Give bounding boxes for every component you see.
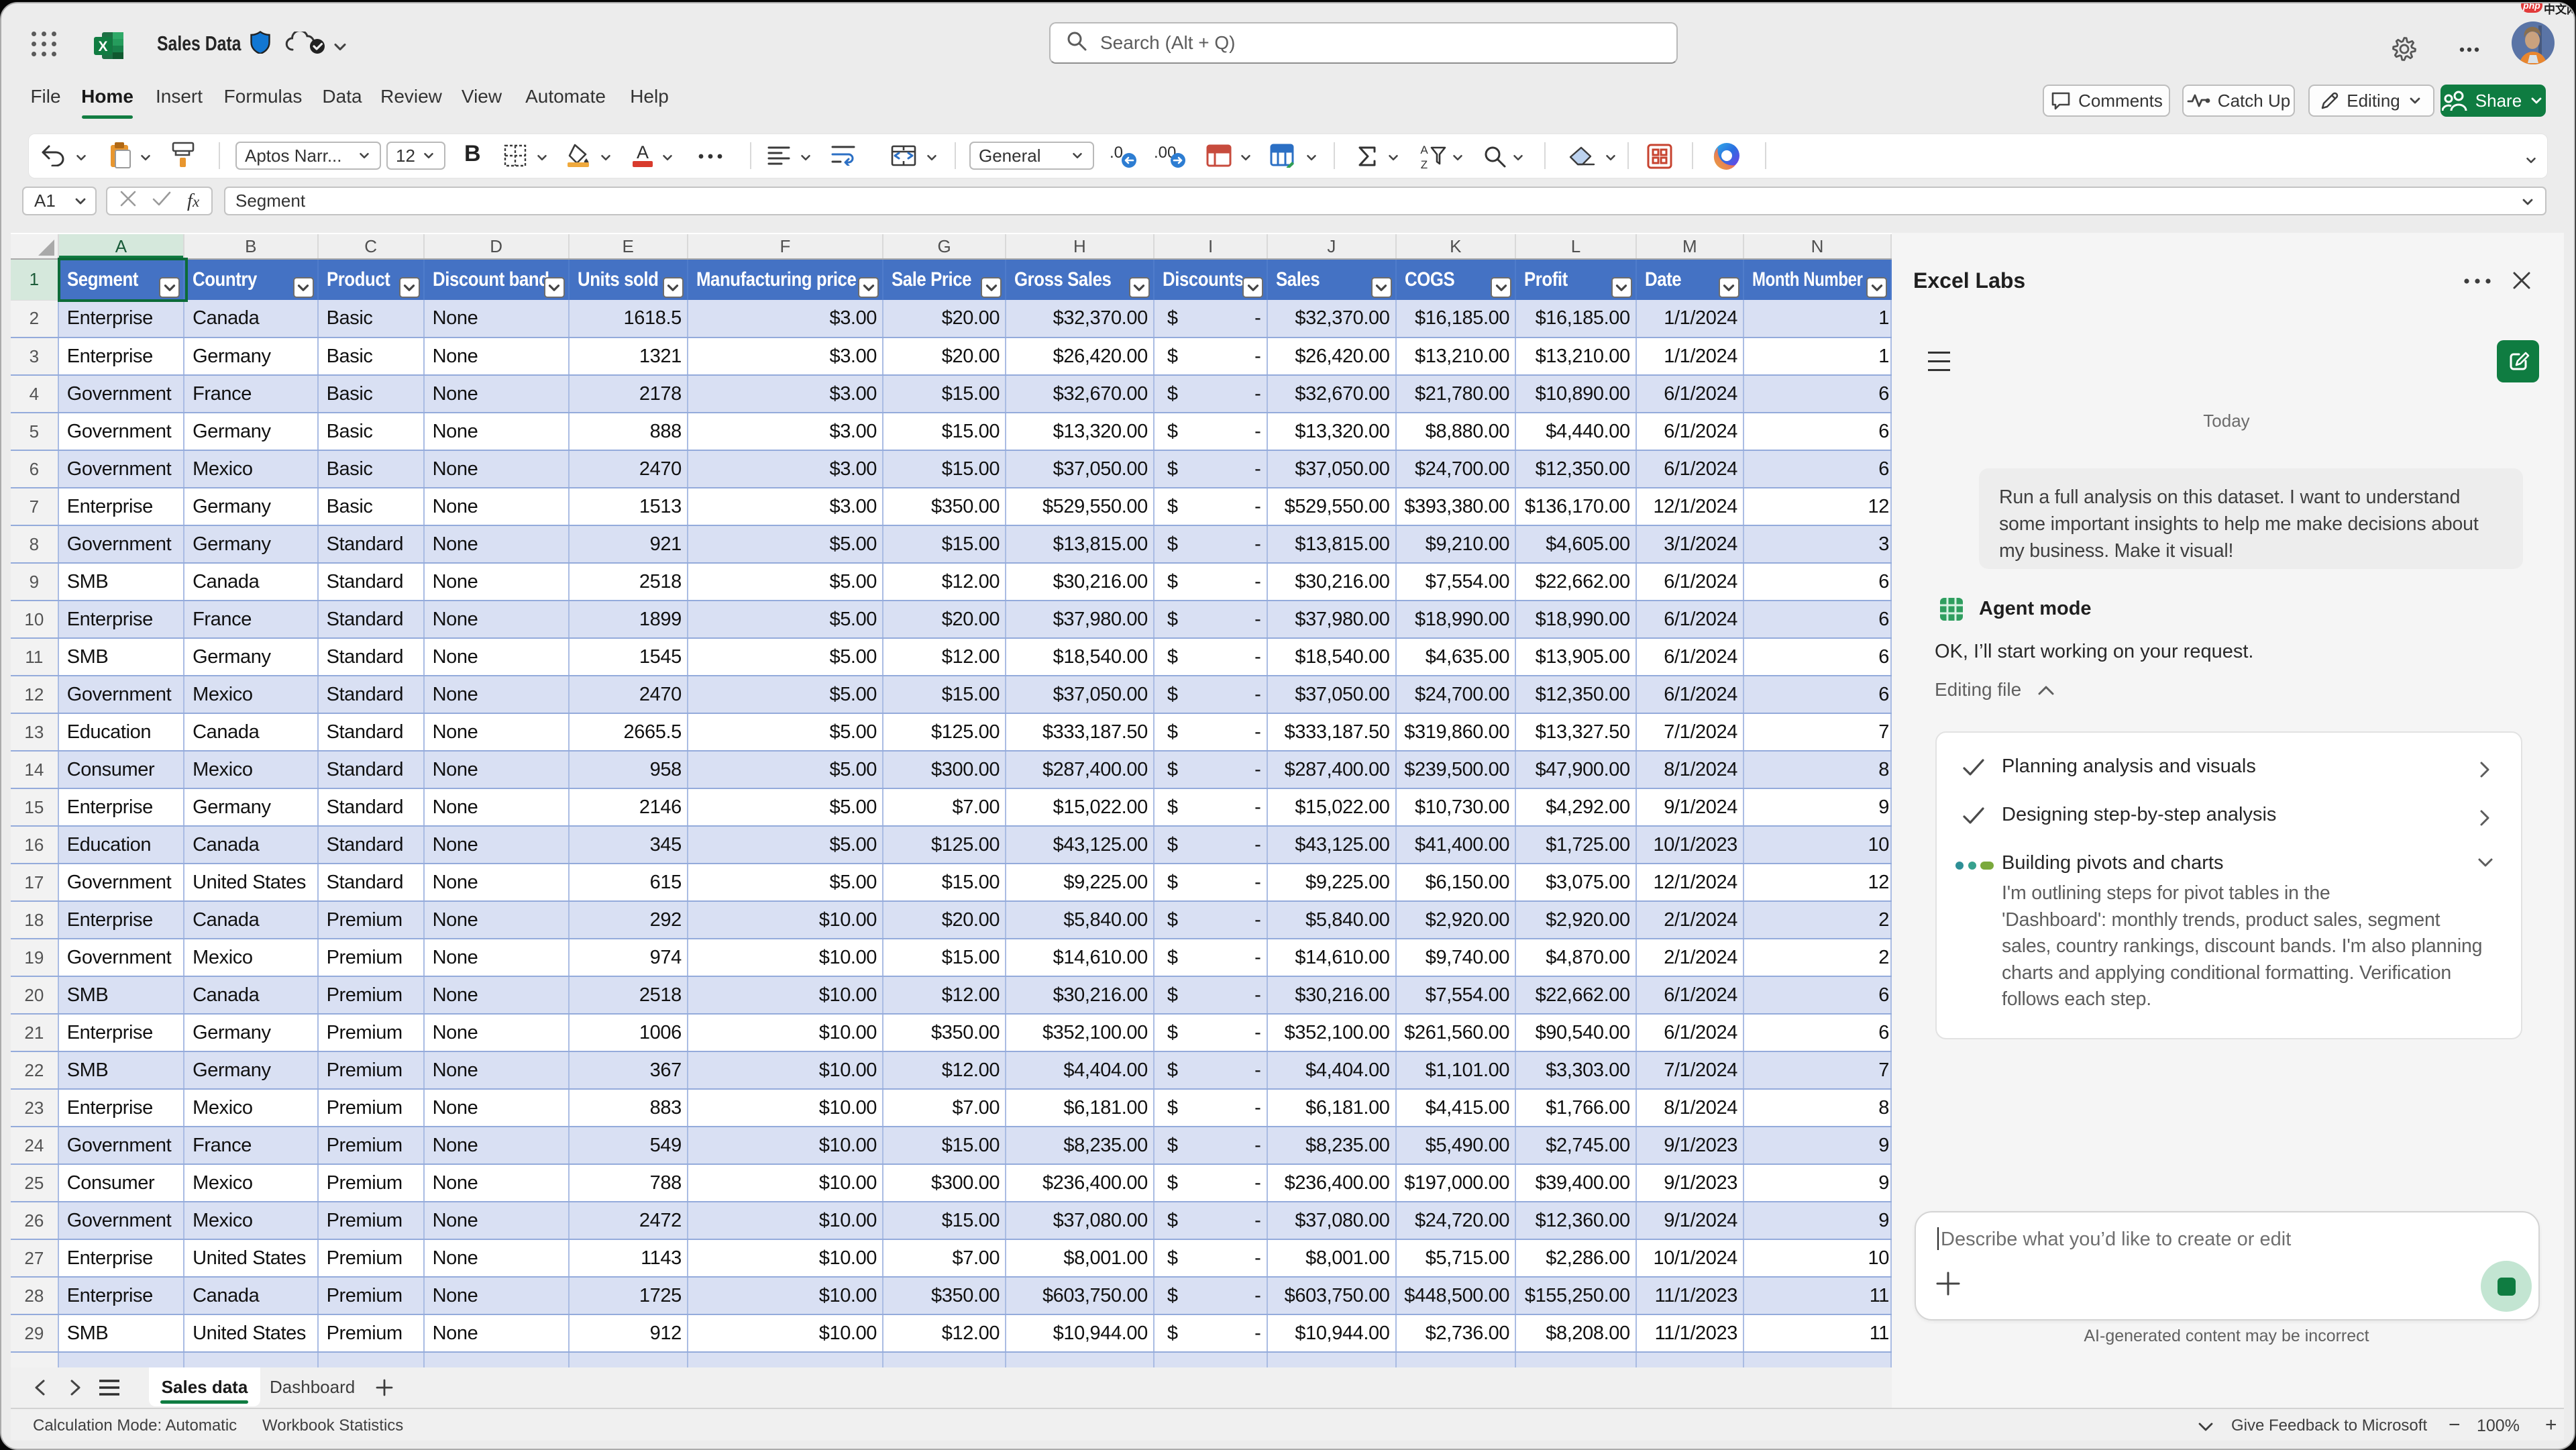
svg-text:A: A: [637, 142, 649, 162]
svg-text:X: X: [98, 39, 107, 54]
svg-text:A: A: [1420, 144, 1428, 156]
svg-text:.0: .0: [1110, 144, 1123, 162]
svg-text:Z: Z: [1421, 158, 1428, 169]
